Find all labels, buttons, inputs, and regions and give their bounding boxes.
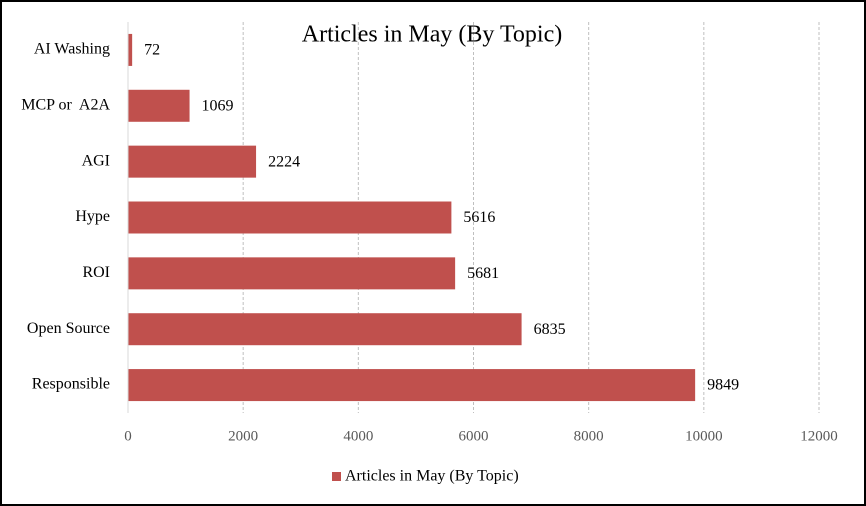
bar xyxy=(128,33,133,66)
y-tick-label: ROI xyxy=(82,264,110,281)
y-tick-label: Open Source xyxy=(27,320,110,337)
y-tick-label: Responsible xyxy=(32,376,110,393)
data-label: 6835 xyxy=(534,321,566,338)
data-label: 2224 xyxy=(268,153,300,170)
bar xyxy=(128,201,452,234)
legend-label: Articles in May (By Topic) xyxy=(345,468,519,485)
bar xyxy=(128,369,696,402)
x-tick-label: 10000 xyxy=(685,428,723,444)
x-tick-label: 4000 xyxy=(343,428,373,444)
x-tick-label: 12000 xyxy=(800,428,838,444)
bar xyxy=(128,313,522,346)
y-tick-label: AGI xyxy=(82,152,110,169)
y-tick-label: Hype xyxy=(75,208,110,225)
chart-title: Articles in May (By Topic) xyxy=(302,22,563,48)
data-label: 72 xyxy=(144,42,160,59)
x-tick-label: 8000 xyxy=(574,428,604,444)
bar xyxy=(128,89,190,122)
legend-swatch xyxy=(332,472,341,481)
data-label: 9849 xyxy=(707,377,739,394)
x-tick-label: 0 xyxy=(124,428,132,444)
data-label: 5681 xyxy=(467,265,499,282)
data-label: 5616 xyxy=(463,209,495,226)
x-tick-label: 2000 xyxy=(228,428,258,444)
bar xyxy=(128,145,257,178)
x-tick-label: 6000 xyxy=(459,428,489,444)
bar xyxy=(128,257,456,290)
y-tick-label: MCP or A2A xyxy=(21,96,110,113)
y-tick-label: AI Washing xyxy=(34,41,110,58)
data-label: 1069 xyxy=(202,97,234,114)
